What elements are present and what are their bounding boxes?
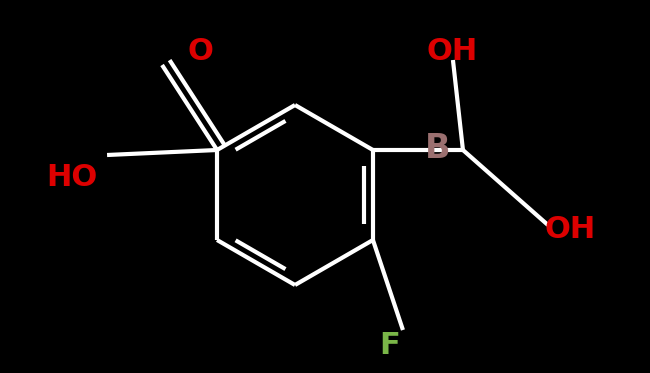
Text: HO: HO (46, 163, 98, 192)
Text: OH: OH (545, 216, 595, 244)
Text: OH: OH (426, 38, 478, 66)
Text: B: B (425, 132, 450, 164)
Text: O: O (187, 38, 213, 66)
Text: F: F (380, 330, 400, 360)
